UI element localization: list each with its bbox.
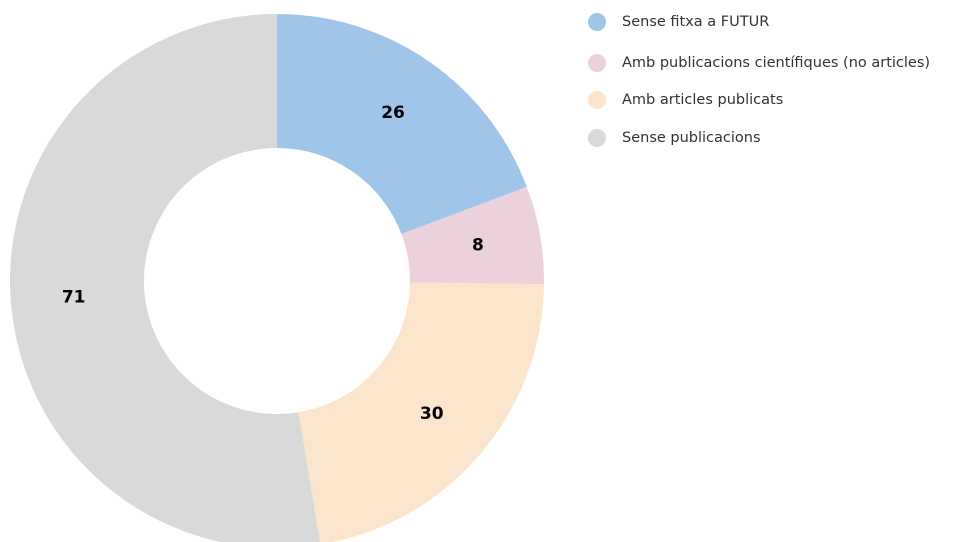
data-label: 30 <box>420 404 444 424</box>
legend-swatch <box>588 129 606 147</box>
legend-swatch <box>588 91 606 109</box>
donut-slice <box>298 282 544 542</box>
donut-slice <box>10 14 320 542</box>
legend-swatch <box>588 54 606 72</box>
legend-label: Sense publicacions <box>622 130 761 146</box>
donut-slice <box>401 186 544 285</box>
legend-label: Sense fitxa a FUTUR <box>622 14 769 30</box>
legend-swatch <box>588 13 606 31</box>
donut-slice <box>277 14 527 235</box>
legend-label: Amb publicacions científiques (no articl… <box>622 55 930 71</box>
legend-label: Amb articles publicats <box>622 92 783 108</box>
data-label: 71 <box>62 288 86 308</box>
data-label: 8 <box>472 236 484 256</box>
data-label: 26 <box>381 103 405 123</box>
